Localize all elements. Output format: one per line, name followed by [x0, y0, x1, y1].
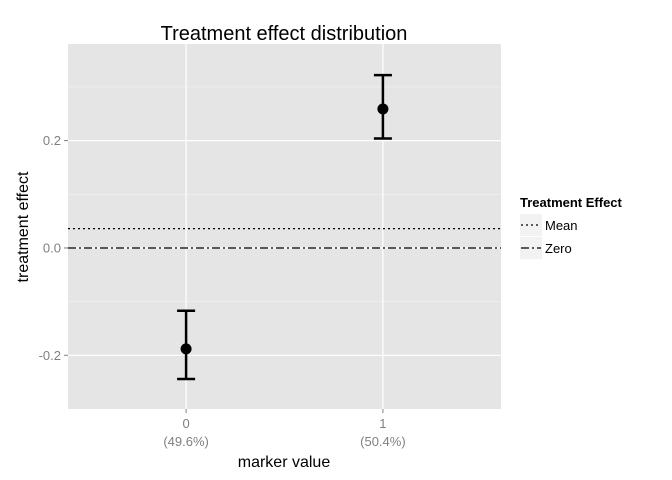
data-point: [180, 343, 192, 355]
legend-title: Treatment Effect: [520, 195, 623, 210]
legend-label: Zero: [545, 241, 572, 256]
x-tick-sublabel: (50.4%): [360, 434, 406, 449]
grid-lines: [68, 44, 501, 409]
y-axis-title: treatment effect: [15, 171, 32, 282]
legend-label: Mean: [545, 218, 578, 233]
legend: Treatment Effect Mean Zero: [520, 195, 623, 259]
x-tick-sublabel: (49.6%): [163, 434, 209, 449]
x-axis-ticks: 0 (49.6%) 1 (50.4%): [163, 409, 406, 449]
x-tick-label: 1: [379, 416, 386, 431]
y-axis-ticks: -0.2 0.0 0.2: [39, 133, 68, 363]
y-tick-label: 0.0: [43, 240, 61, 255]
x-axis-title: marker value: [238, 454, 331, 471]
chart-title: Treatment effect distribution: [161, 23, 408, 45]
y-tick-label: -0.2: [39, 348, 61, 363]
legend-key: [520, 237, 542, 259]
y-tick-label: 0.2: [43, 133, 61, 148]
reference-lines: [68, 228, 501, 249]
data-marks: [177, 73, 392, 381]
plot-panel: [68, 44, 501, 409]
x-tick-label: 0: [182, 416, 189, 431]
data-point: [377, 103, 389, 115]
